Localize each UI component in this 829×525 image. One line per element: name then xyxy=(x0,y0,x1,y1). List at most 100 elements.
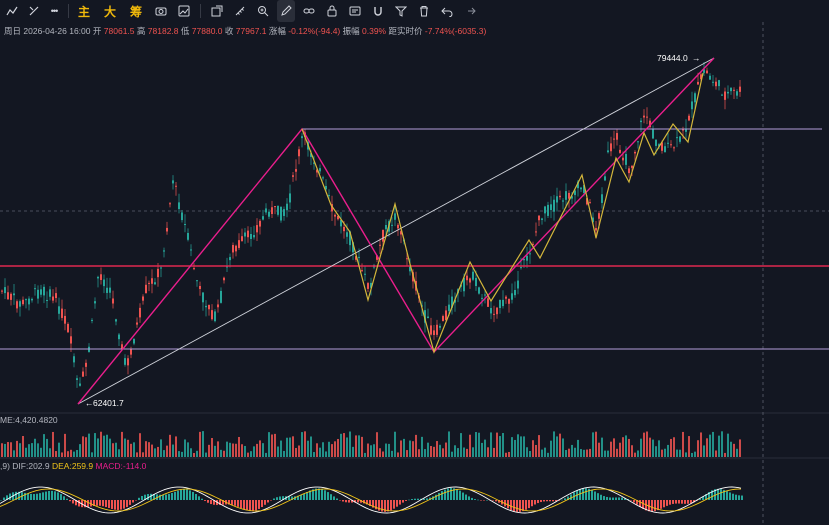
candle-body xyxy=(310,153,312,157)
volume-bar xyxy=(286,437,288,457)
chip-button[interactable]: 筹 xyxy=(129,4,142,19)
volume-bar xyxy=(586,449,588,457)
candle-body xyxy=(514,289,516,296)
volume-bar xyxy=(391,450,393,457)
candle-body xyxy=(712,81,714,83)
candle-body xyxy=(238,240,240,248)
macd-bar xyxy=(153,494,155,500)
volume-bar xyxy=(205,452,207,457)
volume-bar xyxy=(358,435,360,457)
volume-bar xyxy=(406,450,408,457)
candlesticks xyxy=(1,61,741,388)
volume-bar xyxy=(379,448,381,457)
candle-body xyxy=(595,228,597,231)
volume-label: ME:4,420.4820 xyxy=(0,415,58,425)
candle-body xyxy=(112,298,114,304)
macd-bar xyxy=(171,492,173,500)
trend-line-white[interactable] xyxy=(77,57,715,405)
macd-bar xyxy=(255,500,257,511)
volume-bar xyxy=(664,448,666,457)
candle-body xyxy=(184,224,186,226)
macd-bar xyxy=(159,494,161,500)
high-value: 78182.8 xyxy=(147,26,179,36)
zigzag-pink[interactable] xyxy=(77,57,715,405)
macd-bar xyxy=(690,500,692,504)
macd-bar xyxy=(618,497,620,500)
kline-period-button[interactable] xyxy=(2,0,22,22)
volume-bar xyxy=(193,452,195,457)
zoom-button[interactable] xyxy=(254,0,272,22)
undo-button[interactable] xyxy=(438,0,456,22)
macd-bar xyxy=(345,500,347,503)
magnet-button[interactable] xyxy=(369,0,387,22)
macd-bar xyxy=(348,500,350,503)
candle-body xyxy=(376,255,378,260)
volume-bar xyxy=(553,431,555,457)
volume-bar xyxy=(703,445,705,457)
macd-bar xyxy=(192,491,194,500)
volume-bar xyxy=(43,434,45,457)
candle-body xyxy=(703,69,705,73)
volume-bar xyxy=(694,451,696,457)
volume-bar xyxy=(139,433,141,457)
volume-bar xyxy=(118,449,120,457)
select-tool-button[interactable] xyxy=(208,0,226,22)
candle-body xyxy=(157,268,159,278)
candle-body xyxy=(250,234,252,240)
macd-bar xyxy=(570,494,572,500)
macd-bar xyxy=(711,490,713,500)
main-indicator-button[interactable]: 主 xyxy=(77,4,90,19)
macd-bar xyxy=(654,500,656,512)
macd-bar xyxy=(123,500,125,509)
candle-body xyxy=(100,274,102,280)
compare-button[interactable] xyxy=(24,0,44,22)
candle-body xyxy=(43,286,45,296)
candle-body xyxy=(70,336,72,344)
candle-body xyxy=(562,200,564,202)
delete-button[interactable] xyxy=(415,0,433,22)
candle-body xyxy=(241,236,243,242)
screenshot-button[interactable] xyxy=(152,0,170,22)
macd-bar xyxy=(258,500,260,509)
change-label: 涨幅 xyxy=(268,26,286,36)
candle-body xyxy=(247,230,249,238)
alert-button[interactable] xyxy=(346,0,364,22)
candle-body xyxy=(589,202,591,204)
candle-body xyxy=(67,323,69,333)
zigzag-yellow[interactable] xyxy=(301,72,704,354)
macd-bar xyxy=(651,500,653,512)
link-button[interactable] xyxy=(300,0,318,22)
more-button[interactable]: ••• xyxy=(44,0,64,22)
macd-bar xyxy=(702,496,704,500)
macd-bar xyxy=(189,490,191,500)
large-order-button[interactable]: 大 xyxy=(103,4,116,19)
candle-body xyxy=(730,87,732,92)
candle-body xyxy=(532,243,534,245)
pen-icon xyxy=(281,5,292,16)
macd-bar xyxy=(435,494,437,500)
candle-body xyxy=(397,224,399,229)
lock-button[interactable] xyxy=(323,0,341,22)
candle-body xyxy=(289,193,291,203)
filter-button[interactable] xyxy=(392,0,410,22)
candle-body xyxy=(724,91,726,100)
macd-bar xyxy=(615,497,617,500)
volume-bar xyxy=(274,433,276,457)
redo-button[interactable] xyxy=(461,0,479,22)
volume-bar xyxy=(199,431,201,457)
volume-bar xyxy=(598,442,600,457)
ruler-button[interactable] xyxy=(231,0,249,22)
volume-bar xyxy=(232,443,234,457)
volume-bar xyxy=(349,431,351,457)
image-icon xyxy=(178,5,190,17)
candle-body xyxy=(298,149,300,157)
volume-bar xyxy=(559,433,561,457)
candle-body xyxy=(19,301,21,307)
draw-tool-button[interactable] xyxy=(277,0,295,22)
high-arrow: → xyxy=(692,53,701,63)
volume-bar xyxy=(721,431,723,457)
volume-bar xyxy=(124,438,126,457)
image-button[interactable] xyxy=(175,0,193,22)
volume-bar xyxy=(619,442,621,457)
